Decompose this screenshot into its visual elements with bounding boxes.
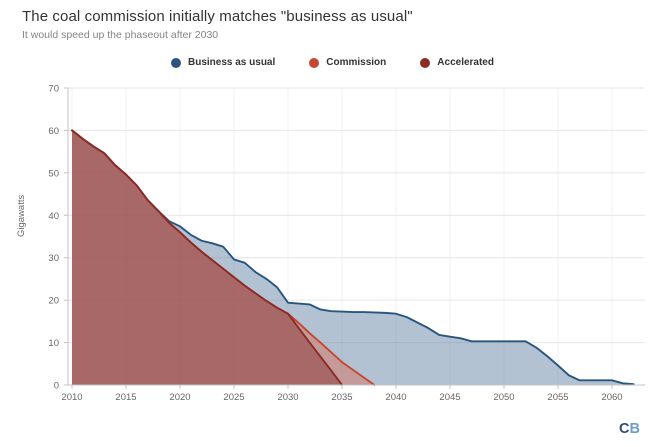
y-tick-label: 30 <box>48 253 59 264</box>
legend-swatch-accelerated-icon <box>420 57 431 68</box>
y-tick-label: 0 <box>54 381 59 392</box>
axes <box>67 88 645 386</box>
x-tick-label: 2010 <box>61 392 82 403</box>
carbonbrief-logo: CB <box>619 421 640 437</box>
legend-label: Commission <box>326 57 387 68</box>
legend-item-business-as-usual: Business as usual <box>171 57 275 68</box>
tick-labels: 2010 2015 2020 2025 2030 2035 2040 2045 2050 2055… <box>48 84 622 404</box>
logo-letter-b: B <box>629 421 640 437</box>
x-tick-label: 2025 <box>223 392 244 403</box>
legend-swatch-commission-icon <box>309 57 320 68</box>
legend-label: Business as usual <box>188 57 276 68</box>
line-accelerated <box>71 129 343 386</box>
legend-swatch-business-as-usual-icon <box>171 57 181 68</box>
x-tick-label: 2045 <box>439 392 460 403</box>
legend-label: Accelerated <box>437 57 494 68</box>
x-tick-label: 2020 <box>169 392 190 403</box>
x-tick-label: 2030 <box>277 392 298 403</box>
x-tick-label: 2060 <box>601 392 622 403</box>
y-tick-label: 40 <box>48 211 59 222</box>
chart-title: The coal commission initially matches "b… <box>22 8 413 25</box>
y-tick-label: 10 <box>48 338 59 349</box>
y-tick-label: 20 <box>48 296 59 307</box>
y-axis-label: Gigawatts <box>16 194 27 237</box>
y-tick-label: 70 <box>48 84 59 95</box>
y-tick-label: 60 <box>48 126 59 137</box>
y-tick-label: 50 <box>48 168 59 179</box>
x-tick-label: 2050 <box>493 392 514 403</box>
logo-letter-c: C <box>619 421 630 437</box>
legend-item-commission: Commission <box>309 57 386 68</box>
series-lines <box>71 129 635 386</box>
series-areas <box>72 130 634 385</box>
area-accelerated <box>72 130 342 385</box>
chart-subtitle: It would speed up the phaseout after 203… <box>22 29 219 41</box>
x-tick-label: 2055 <box>547 392 568 403</box>
legend-item-accelerated: Accelerated <box>420 57 494 68</box>
x-tick-label: 2035 <box>331 392 352 403</box>
chart-legend: Business as usual Commission Accelerated <box>0 57 665 68</box>
x-tick-label: 2040 <box>385 392 406 403</box>
x-tick-label: 2015 <box>115 392 136 403</box>
